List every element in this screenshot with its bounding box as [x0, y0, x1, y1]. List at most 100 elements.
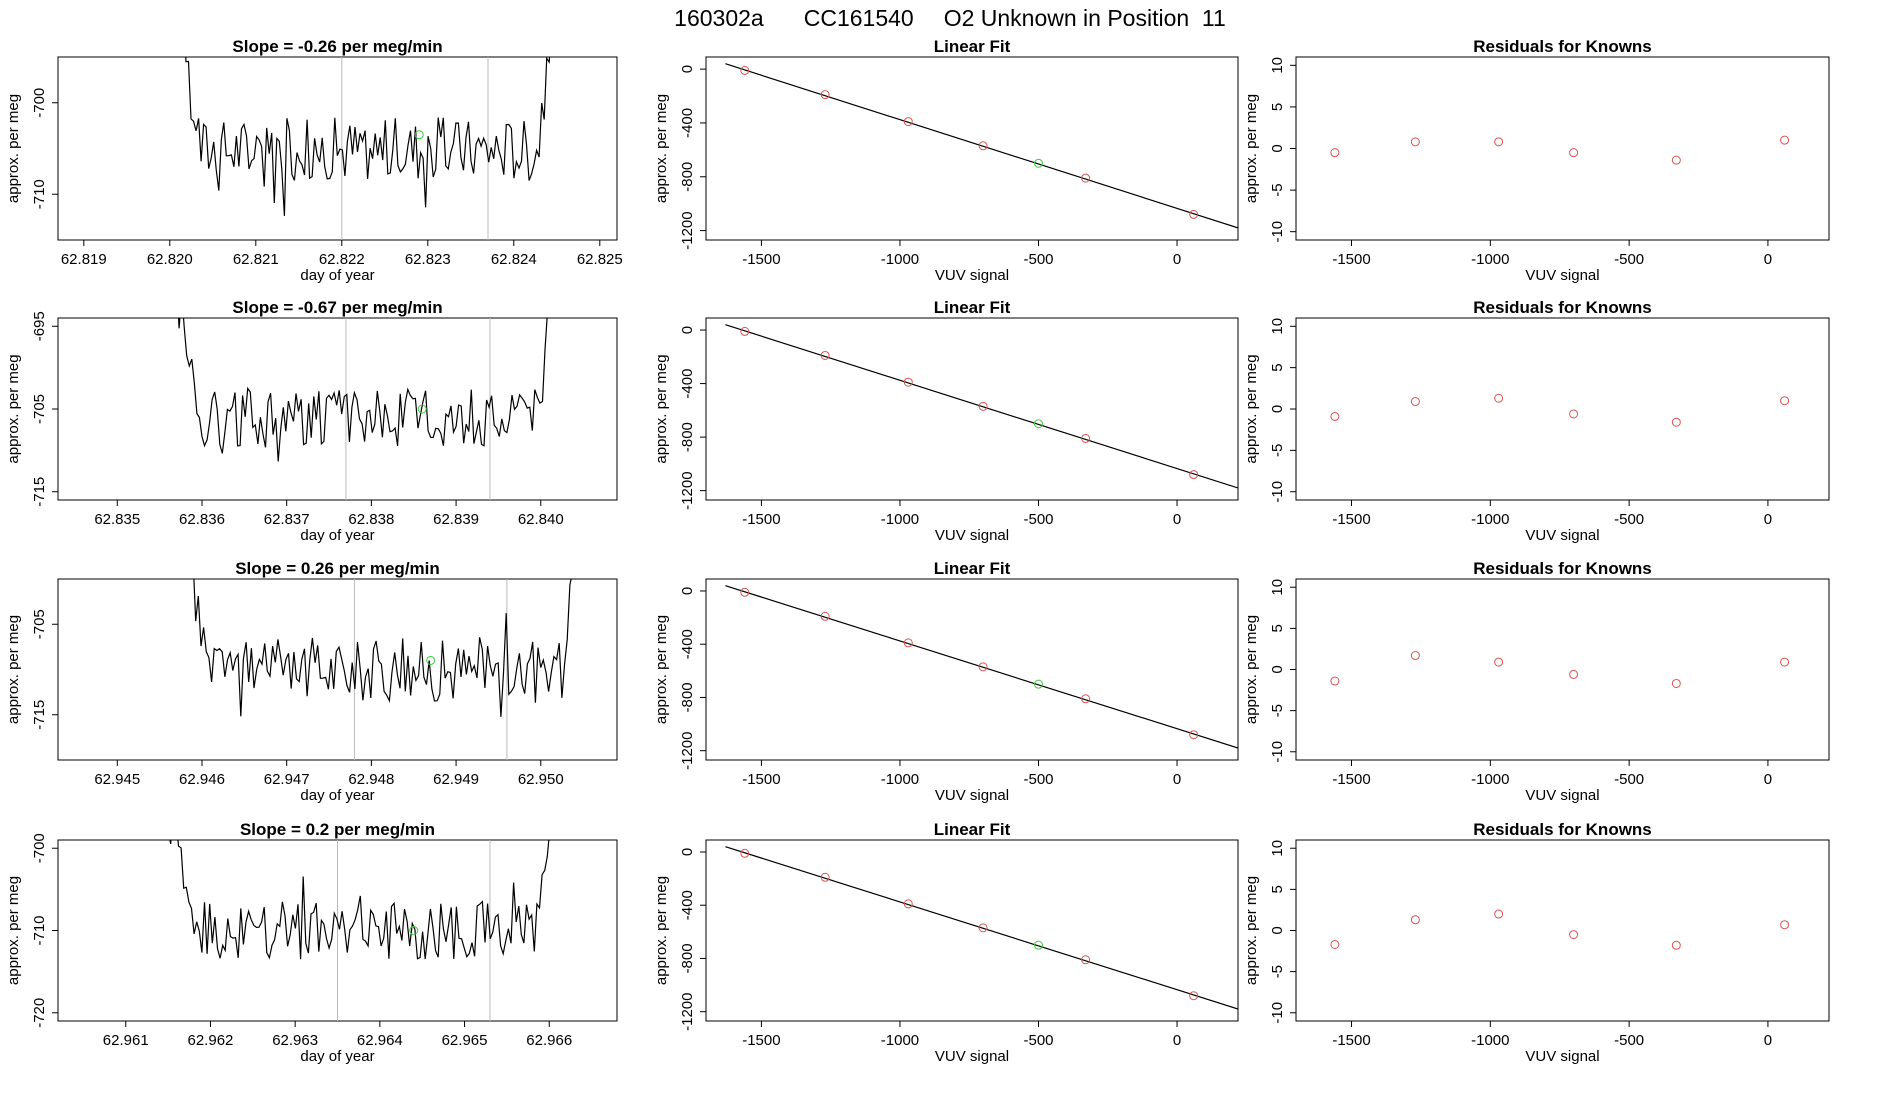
x-tick-label: 0 [1173, 511, 1181, 528]
residual-point [1780, 920, 1790, 930]
x-tick-label: 62.965 [442, 1032, 488, 1049]
known-standard-point [1189, 209, 1199, 219]
unknown-description: O2 Unknown in Position 11 [944, 5, 1226, 31]
panel-title: Linear Fit [934, 820, 1011, 839]
panel-linear-fit-row1: Linear Fit -1500 -1000 -500 0 0 -400 -800 -1200 V… [653, 37, 1239, 284]
y-tick-label: 0 [679, 326, 696, 334]
plot-frame [1295, 317, 1830, 501]
y-axis-label: approx. per meg [5, 94, 22, 203]
plot-frame [1295, 839, 1830, 1022]
time-series-line [169, 840, 550, 960]
x-tick-label: 62.823 [405, 251, 451, 268]
panel-time-series-row4: Slope = 0.2 per meg/min 62.961 62.962 62.96… [5, 820, 618, 1065]
x-tick-label: 62.963 [272, 1032, 318, 1049]
x-axis-label: VUV signal [1525, 1048, 1599, 1065]
panel-time-series-row2: Slope = -0.67 per meg/min 62.835 62.836 62.… [5, 298, 618, 544]
y-tick-label: -400 [679, 108, 696, 138]
x-tick-label: 62.946 [179, 771, 225, 788]
y-tick-label: -715 [31, 700, 48, 730]
known-standard-point [903, 117, 913, 127]
x-tick-label: 62.948 [348, 771, 394, 788]
y-tick-label: 0 [1269, 665, 1286, 673]
x-tick-label: 62.822 [319, 251, 365, 268]
unknown-average-point [409, 926, 419, 935]
known-standard-point [740, 848, 750, 858]
y-axis-label: approx. per meg [1243, 615, 1260, 724]
known-standard-point [1081, 433, 1091, 443]
x-tick-label: -1000 [1471, 511, 1509, 528]
x-tick-label: -1000 [1471, 1032, 1509, 1049]
x-tick-label: -1000 [881, 511, 919, 528]
panel-residuals-row4: Residuals for Knowns -1500 -1000 -500 0 10 5 0 -… [1243, 820, 1830, 1065]
y-tick-label: -1200 [679, 211, 696, 249]
known-standard-point [820, 872, 830, 882]
y-axis-label: approx. per meg [5, 354, 22, 463]
panel-grid: Slope = -0.26 per meg/min 62.819 62.820 62.… [5, 37, 1830, 1065]
y-tick-label: 5 [1269, 363, 1286, 371]
known-standard-point [1081, 955, 1091, 965]
y-tick-label: -695 [31, 311, 48, 341]
panel-title: Linear Fit [934, 559, 1011, 578]
x-axis-label: day of year [300, 787, 374, 804]
known-standard-point [978, 923, 988, 933]
residual-point [1569, 930, 1579, 940]
known-standard-point [740, 326, 750, 336]
known-standard-point [740, 587, 750, 597]
panel-title: Slope = -0.67 per meg/min [232, 298, 442, 317]
panel-title: Slope = 0.26 per meg/min [235, 559, 440, 578]
known-standard-point [1081, 173, 1091, 183]
x-tick-label: 0 [1764, 1032, 1772, 1049]
x-tick-label: -1500 [742, 511, 780, 528]
plot-frame [705, 839, 1239, 1022]
y-tick-label: -5 [1269, 444, 1286, 457]
x-tick-label: -1500 [742, 251, 780, 268]
y-tick-label: -700 [31, 88, 48, 118]
x-axis-label: VUV signal [935, 267, 1009, 284]
y-tick-label: -400 [679, 369, 696, 399]
panel-title: Slope = 0.2 per meg/min [240, 820, 435, 839]
y-tick-label: -5 [1269, 183, 1286, 196]
x-tick-label: 0 [1764, 251, 1772, 268]
run-id: 160302a [674, 5, 764, 31]
fit-line [725, 63, 1238, 229]
figure-title: 160302a CC161540 O2 Unknown in Position 11 [674, 5, 1226, 31]
panel-title: Residuals for Knowns [1473, 820, 1652, 839]
x-axis-label: day of year [300, 527, 374, 544]
residual-point [1494, 137, 1504, 147]
panel-time-series-row1: Slope = -0.26 per meg/min 62.819 62.820 62.… [5, 37, 623, 284]
x-tick-label: -500 [1614, 1032, 1644, 1049]
plot-frame [705, 317, 1239, 501]
x-tick-label: -1500 [1332, 511, 1370, 528]
x-axis-label: VUV signal [1525, 787, 1599, 804]
y-tick-label: 0 [679, 848, 696, 856]
y-tick-label: 10 [1269, 57, 1286, 74]
y-tick-label: -720 [31, 998, 48, 1028]
unknown-average-point [426, 655, 436, 665]
known-standard-point [820, 90, 830, 100]
y-tick-label: 5 [1269, 103, 1286, 111]
unknown-point [1034, 679, 1043, 689]
residual-point [1780, 396, 1790, 406]
x-tick-label: 0 [1173, 1032, 1181, 1049]
y-tick-label: 10 [1269, 318, 1286, 335]
x-tick-label: 0 [1764, 511, 1772, 528]
y-tick-label: -800 [679, 162, 696, 192]
y-tick-label: 0 [679, 65, 696, 73]
x-tick-label: 62.825 [577, 251, 623, 268]
panel-residuals-row2: Residuals for Knowns -1500 -1000 -500 0 10 5 0 -… [1243, 298, 1830, 544]
y-tick-label: -1200 [679, 992, 696, 1030]
unknown-point [1034, 940, 1043, 950]
y-tick-label: -10 [1269, 221, 1286, 243]
unknown-average-point [417, 404, 427, 414]
x-tick-label: 62.824 [491, 251, 537, 268]
y-axis-label: approx. per meg [653, 876, 670, 985]
known-standard-point [978, 662, 988, 672]
x-tick-label: -1500 [742, 771, 780, 788]
known-standard-point [903, 899, 913, 909]
y-tick-label: 0 [1269, 144, 1286, 152]
y-tick-label: 0 [1269, 405, 1286, 413]
y-tick-label: -5 [1269, 704, 1286, 717]
x-tick-label: 62.836 [179, 511, 225, 528]
x-tick-label: -1000 [881, 771, 919, 788]
x-tick-label: 62.966 [526, 1032, 572, 1049]
